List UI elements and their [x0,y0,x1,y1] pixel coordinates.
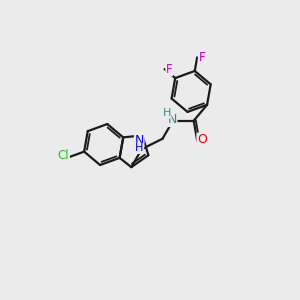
Text: N: N [134,134,144,147]
Text: O: O [197,133,207,146]
Text: Cl: Cl [58,149,69,162]
Text: F: F [199,51,205,64]
Text: H: H [135,143,143,153]
Text: H: H [163,108,171,118]
Text: F: F [166,63,172,76]
Text: N: N [167,113,177,127]
